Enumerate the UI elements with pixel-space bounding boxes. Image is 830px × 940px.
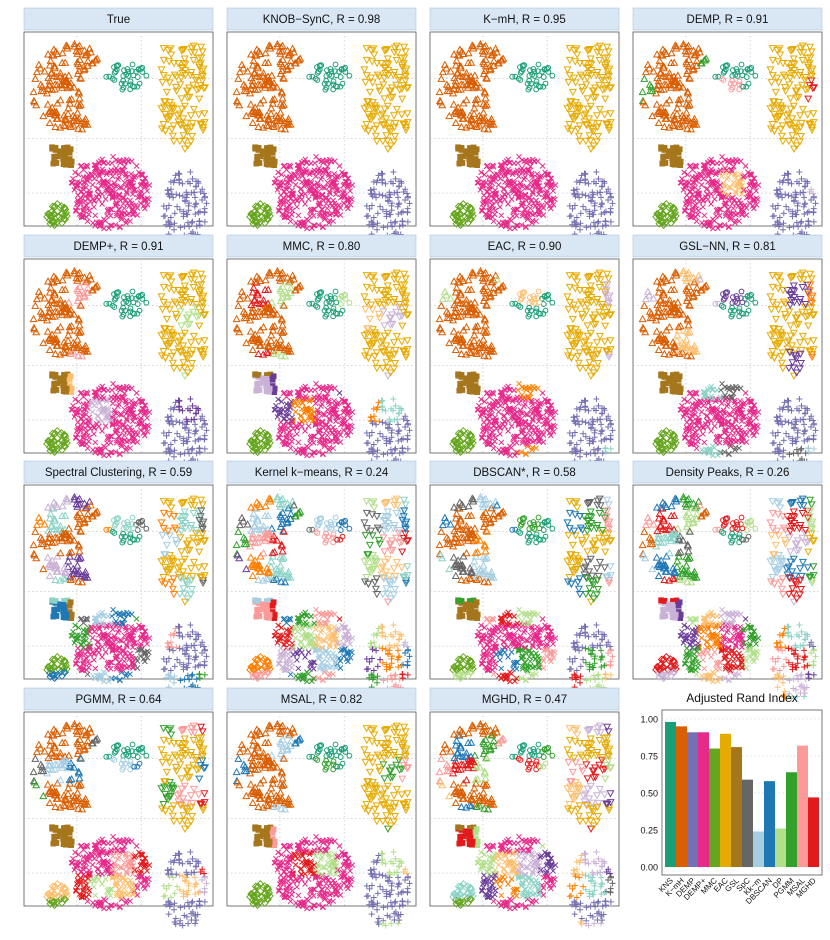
- y-tick-label: 0.25: [640, 825, 658, 835]
- bar: [786, 772, 797, 867]
- facet-title: DEMP, R = 0.91: [687, 14, 769, 26]
- facet-title: MGHD, R = 0.47: [482, 694, 567, 706]
- facet-panel: MGHD, R = 0.47: [430, 688, 619, 929]
- bar: [720, 734, 731, 867]
- facet-title: Kernel k−means, R = 0.24: [255, 467, 389, 479]
- facet-title: GSL−NN, R = 0.81: [679, 241, 776, 253]
- bar: [687, 732, 698, 867]
- y-tick-label: 0.50: [640, 788, 658, 798]
- facet-title: MSAL, R = 0.82: [281, 694, 363, 706]
- bar: [753, 831, 764, 867]
- facet-title: MMC, R = 0.80: [283, 241, 361, 253]
- y-tick-label: 0.00: [640, 863, 658, 873]
- bar: [698, 732, 709, 867]
- bar: [775, 829, 786, 867]
- facet-title: PGMM, R = 0.64: [76, 694, 163, 706]
- facet-panel: Kernel k−means, R = 0.24: [227, 461, 416, 702]
- facet-panel: DEMP+, R = 0.91: [24, 235, 213, 476]
- facet-panel: GSL−NN, R = 0.81: [633, 235, 822, 476]
- facet-title: Spectral Clustering, R = 0.59: [45, 467, 192, 479]
- facet-title: Density Peaks, R = 0.26: [666, 467, 790, 479]
- y-tick-label: 1.00: [640, 714, 658, 724]
- facet-panel: PGMM, R = 0.64: [24, 688, 213, 929]
- facet-title: K−mH, R = 0.95: [483, 14, 565, 26]
- facet-panel: MMC, R = 0.80: [227, 235, 416, 476]
- facet-panel: DEMP, R = 0.91: [633, 8, 822, 249]
- facet-panel: True: [24, 8, 213, 249]
- facet-panel: DBSCAN*, R = 0.58: [430, 461, 619, 702]
- facet-panel: KNOB−SynC, R = 0.98: [227, 8, 416, 249]
- bar: [665, 722, 676, 867]
- facet-title: DBSCAN*, R = 0.58: [473, 467, 576, 479]
- bar: [742, 780, 753, 867]
- facet-title: True: [107, 14, 130, 26]
- ari-bar-chart: Adjusted Rand Index0.000.250.500.751.00K…: [640, 691, 822, 906]
- bar: [676, 726, 687, 867]
- bar: [731, 747, 742, 867]
- bar: [797, 746, 808, 867]
- bar: [764, 781, 775, 867]
- facet-title: KNOB−SynC, R = 0.98: [263, 14, 381, 26]
- facet-panel: Density Peaks, R = 0.26: [633, 461, 822, 702]
- bar: [709, 749, 720, 867]
- bar-chart-title: Adjusted Rand Index: [686, 691, 797, 705]
- facet-panel: K−mH, R = 0.95: [430, 8, 619, 249]
- facet-panel: MSAL, R = 0.82: [227, 688, 416, 929]
- y-tick-label: 0.75: [640, 751, 658, 761]
- facet-title: DEMP+, R = 0.91: [73, 241, 163, 253]
- facet-title: EAC, R = 0.90: [488, 241, 562, 253]
- facet-panel: EAC, R = 0.90: [430, 235, 619, 476]
- facet-panel: Spectral Clustering, R = 0.59: [24, 461, 213, 702]
- bar: [808, 797, 819, 867]
